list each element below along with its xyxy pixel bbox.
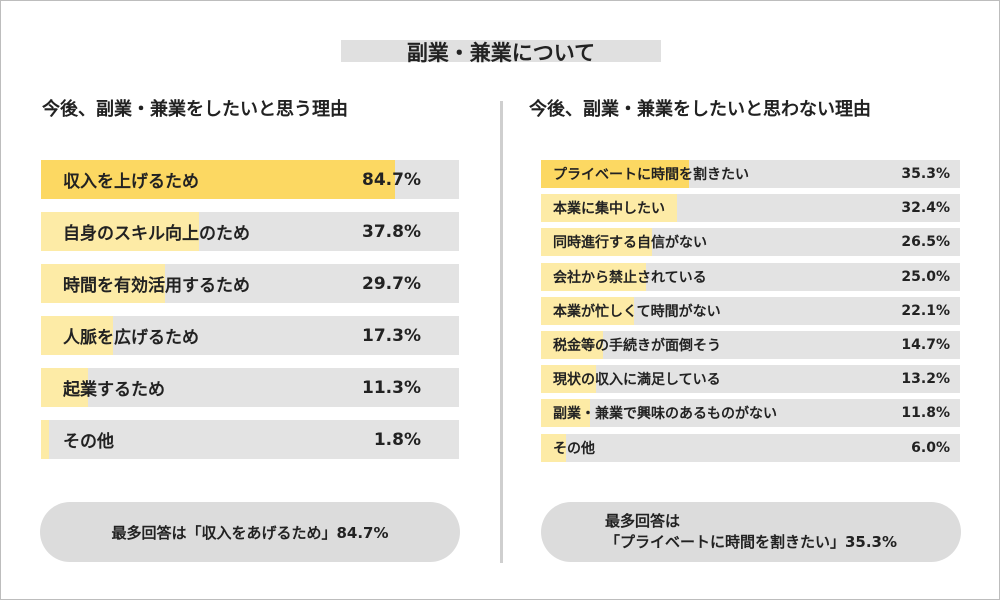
left-summary-text: 最多回答は「収入をあげるため」84.7% xyxy=(111,523,389,542)
bar-row: その他 1.8% xyxy=(41,420,459,459)
bar-category-label: 起業するため xyxy=(63,380,165,400)
bar-value-label: 13.2% xyxy=(901,371,950,388)
bar xyxy=(541,296,634,325)
bar-category-label: 本業に集中したい xyxy=(553,201,665,218)
bar xyxy=(541,399,591,428)
bar-row: 時間を有効活用するため 29.7% xyxy=(41,264,459,303)
right-summary-line1: 最多回答は xyxy=(604,512,680,530)
bar-row: 会社から禁止されている 25.0% xyxy=(541,262,960,291)
bar-value-label: 6.0% xyxy=(911,439,950,456)
bar-value-label: 29.7% xyxy=(362,273,421,294)
bar-row: プライベートに時間を割きたい 35.3% xyxy=(541,160,960,188)
bar xyxy=(541,160,689,188)
bar-category-label: 人脈を広げるため xyxy=(63,328,199,348)
bar-row: 税金等の手続きが面倒そう 14.7% xyxy=(541,331,960,359)
bar-value-label: 26.5% xyxy=(901,234,950,251)
right-summary-line2: 「プライベートに時間を割きたい」35.3% xyxy=(604,533,898,551)
bar-row: その他 6.0% xyxy=(541,433,960,462)
bar-value-label: 11.3% xyxy=(362,377,421,398)
bar-row: 起業するため 11.3% xyxy=(41,368,459,407)
bar-value-label: 32.4% xyxy=(901,200,950,217)
bar-row: 現状の収入に満足している 13.2% xyxy=(541,365,960,394)
bar-row: 同時進行する自信がない 26.5% xyxy=(541,228,960,257)
bar-category-label: その他 xyxy=(63,432,114,452)
main-title: 副業・兼業について xyxy=(341,33,661,71)
bar xyxy=(41,316,114,355)
bar xyxy=(541,262,646,291)
bar-value-label: 17.3% xyxy=(362,325,421,346)
bar xyxy=(541,228,653,257)
right-section-title: 今後、副業・兼業をしたいと思わない理由 xyxy=(529,99,871,120)
bar xyxy=(41,212,199,251)
bar-value-label: 84.7% xyxy=(362,169,421,190)
not-want-reasons-chart: プライベートに時間を割きたい 35.3% 本業に集中したい 32.4% 同時進行する自信… xyxy=(541,160,960,462)
bar-category-label: 現状の収入に満足している xyxy=(553,372,721,389)
bar-category-label: その他 xyxy=(553,440,595,457)
bar xyxy=(541,331,603,359)
bar-category-label: 時間を有効活用するため xyxy=(63,276,250,296)
bar-category-label: 収入を上げるため xyxy=(63,172,199,192)
left-section-title: 今後、副業・兼業をしたいと思う理由 xyxy=(42,99,348,120)
bar-row: 本業が忙しくて時間がない 22.1% xyxy=(541,296,960,325)
bar-row: 副業・兼業で興味のあるものがない 11.8% xyxy=(541,399,960,428)
bar-row: 本業に集中したい 32.4% xyxy=(541,194,960,223)
bar-category-label: プライベートに時間を割きたい xyxy=(553,167,749,183)
right-summary-pill: 最多回答は 「プライベートに時間を割きたい」35.3% xyxy=(541,502,961,562)
bar-value-label: 1.8% xyxy=(373,429,421,450)
left-summary-pill: 最多回答は「収入をあげるため」84.7% xyxy=(40,502,460,562)
bar-category-label: 本業が忙しくて時間がない xyxy=(553,303,721,320)
title-highlight xyxy=(341,40,661,62)
bar-value-label: 22.1% xyxy=(901,302,950,319)
bar-value-label: 25.0% xyxy=(901,268,950,285)
bar xyxy=(41,264,166,303)
bar xyxy=(41,368,89,407)
bar-category-label: 同時進行する自信がない xyxy=(553,235,707,252)
bar xyxy=(541,194,677,223)
bar xyxy=(541,433,567,462)
bar-row: 収入を上げるため 84.7% xyxy=(41,160,459,199)
bar-value-label: 35.3% xyxy=(901,166,950,182)
bar-value-label: 11.8% xyxy=(901,405,950,422)
bar xyxy=(41,420,49,459)
main-title-text: 副業・兼業について xyxy=(406,41,596,65)
bar-category-label: 会社から禁止されている xyxy=(553,269,707,286)
bar-row: 人脈を広げるため 17.3% xyxy=(41,316,459,355)
bar-category-label: 副業・兼業で興味のあるものがない xyxy=(553,406,777,423)
bar-value-label: 14.7% xyxy=(901,337,950,353)
column-divider xyxy=(500,101,503,563)
bar-value-label: 37.8% xyxy=(362,221,421,242)
bar-category-label: 税金等の手続きが面倒そう xyxy=(553,338,721,354)
bar-row: 自身のスキル向上のため 37.8% xyxy=(41,212,459,251)
bar xyxy=(41,160,396,199)
bar-category-label: 自身のスキル向上のため xyxy=(63,224,250,244)
want-reasons-chart: 収入を上げるため 84.7% 自身のスキル向上のため 37.8% 時間を有効活用するため… xyxy=(41,160,459,459)
bar xyxy=(541,365,597,394)
right-summary-text: 最多回答は 「プライベートに時間を割きたい」35.3% xyxy=(605,511,897,553)
